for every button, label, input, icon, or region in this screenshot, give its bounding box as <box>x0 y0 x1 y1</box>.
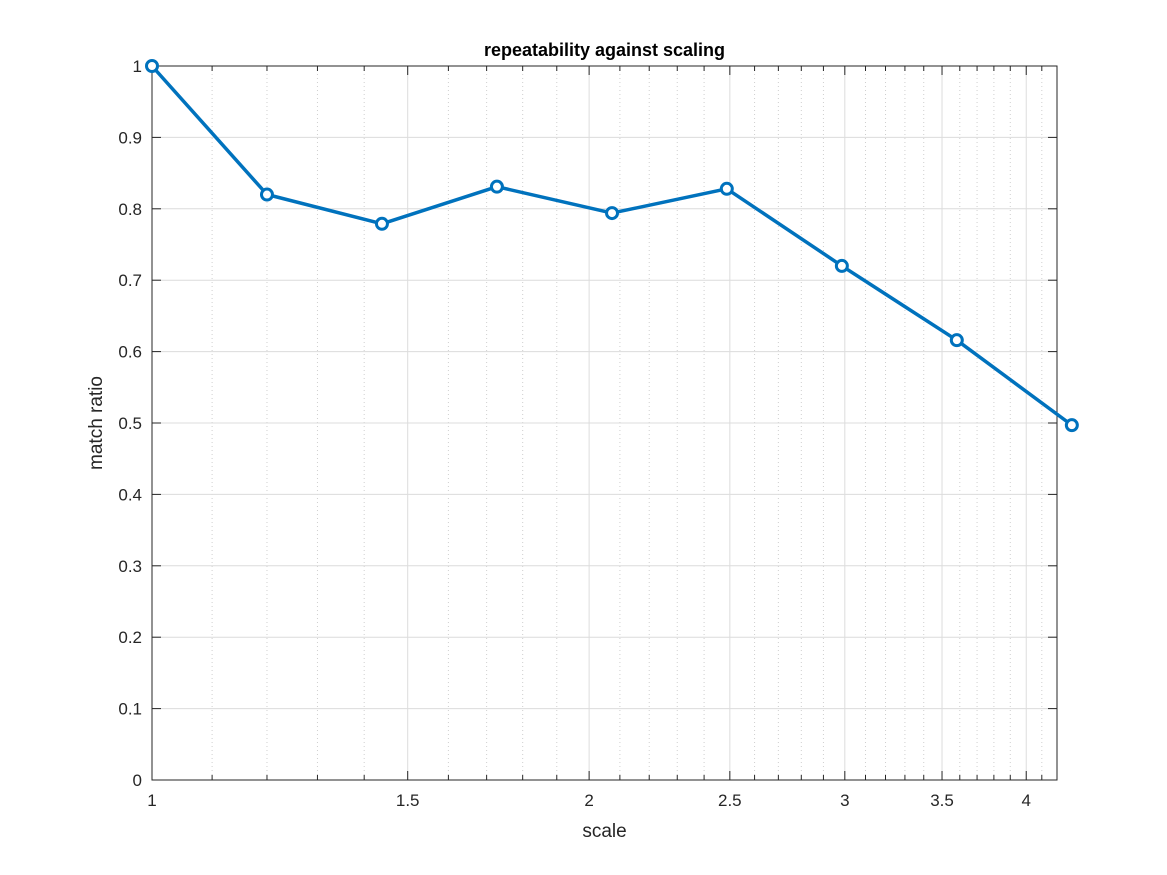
y-tick-label: 0 <box>133 771 142 790</box>
x-tick-label: 2 <box>584 791 593 810</box>
x-tick-label: 4 <box>1021 791 1030 810</box>
data-point <box>374 216 389 231</box>
x-tick-label: 2.5 <box>718 791 742 810</box>
series-layer <box>145 59 1079 433</box>
data-point <box>949 333 964 348</box>
data-point <box>259 187 274 202</box>
y-tick-label: 0.1 <box>118 700 142 719</box>
y-tick-label: 0.3 <box>118 557 142 576</box>
y-tick-label: 0.2 <box>118 628 142 647</box>
major-grid <box>151 65 1057 781</box>
x-tick-label: 1.5 <box>396 791 420 810</box>
y-tick-label: 0.9 <box>118 128 142 147</box>
x-tick-label: 3.5 <box>930 791 954 810</box>
y-tick-labels: 0 0.1 0.2 0.3 0.4 0.5 0.6 0.7 0.8 0.9 1 <box>118 57 142 790</box>
series-line <box>150 64 1073 427</box>
data-point <box>719 181 734 196</box>
data-point <box>489 179 504 194</box>
y-tick-label: 0.8 <box>118 200 142 219</box>
chart-title: repeatability against scaling <box>484 40 725 60</box>
x-tick-label: 3 <box>840 791 849 810</box>
data-point <box>834 258 849 273</box>
axis-ticks <box>151 65 1058 781</box>
data-point <box>1064 418 1079 433</box>
y-tick-label: 0.7 <box>118 271 142 290</box>
data-point <box>605 206 620 221</box>
y-tick-label: 0.6 <box>118 343 142 362</box>
y-tick-label: 0.4 <box>118 485 142 504</box>
y-axis-label: match ratio <box>86 376 107 470</box>
x-tick-labels: 1 1.5 2 2.5 3 3.5 4 <box>147 791 1031 810</box>
x-axis-label: scale <box>582 821 626 842</box>
y-tick-label: 1 <box>133 57 142 76</box>
y-tick-label: 0.5 <box>118 414 142 433</box>
data-point <box>145 59 159 73</box>
x-tick-label: 1 <box>147 791 156 810</box>
